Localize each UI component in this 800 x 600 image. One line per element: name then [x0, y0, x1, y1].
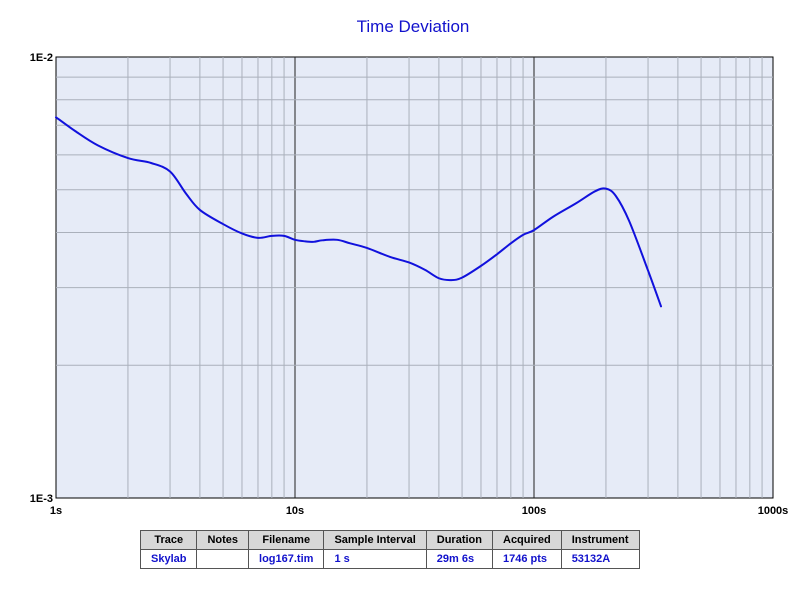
x-tick-label: 1s — [50, 505, 62, 517]
header-instrument: Instrument — [560, 530, 640, 550]
cell-instrument: 53132A — [560, 549, 640, 569]
cell-acquired: 1746 pts — [492, 549, 562, 569]
trace-info-table: Trace Notes Filename Sample Interval Dur… — [139, 530, 640, 569]
y-tick-label: 1E-2 — [30, 52, 53, 64]
x-tick-label: 1000s — [758, 505, 789, 517]
series-line-skylab — [55, 116, 663, 308]
header-notes: Notes — [196, 530, 250, 550]
cell-filename: log167.tim — [248, 549, 325, 569]
cell-sample-interval: 1 s — [323, 549, 427, 569]
x-tick-label: 10s — [286, 505, 304, 517]
header-sample-interval: Sample Interval — [323, 530, 427, 550]
cell-duration: 29m 6s — [425, 549, 494, 569]
chart-title: Time Deviation — [356, 17, 470, 36]
cell-trace: Skylab — [139, 549, 198, 569]
header-acquired: Acquired — [492, 530, 562, 550]
cell-notes — [196, 549, 250, 569]
header-duration: Duration — [425, 530, 494, 550]
trace-info-row: Skylab log167.tim 1 s 29m 6s 1746 pts 53… — [139, 549, 640, 569]
header-trace: Trace — [139, 530, 198, 550]
plot-background — [55, 56, 774, 499]
y-tick-label: 1E-3 — [30, 493, 53, 505]
header-filename: Filename — [248, 530, 325, 550]
trace-info-header-row: Trace Notes Filename Sample Interval Dur… — [139, 530, 640, 550]
x-tick-label: 100s — [522, 505, 546, 517]
